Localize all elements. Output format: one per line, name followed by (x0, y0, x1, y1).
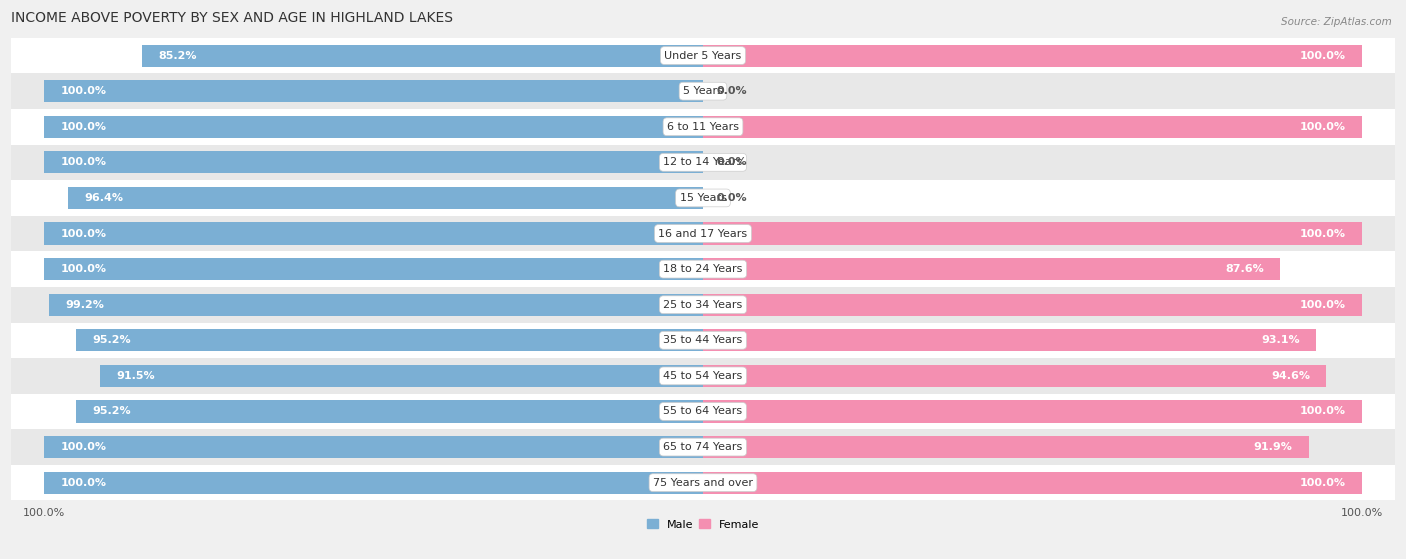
Bar (11, 358, 1395, 394)
Text: 12 to 14 Years: 12 to 14 Years (664, 157, 742, 167)
Bar (11, 145, 1395, 180)
Text: 75 Years and over: 75 Years and over (652, 477, 754, 487)
Text: 6 to 11 Years: 6 to 11 Years (666, 122, 740, 132)
Text: 100.0%: 100.0% (1299, 300, 1346, 310)
Text: 100.0%: 100.0% (1299, 122, 1346, 132)
Bar (11, 394, 1395, 429)
Text: 87.6%: 87.6% (1225, 264, 1264, 274)
Text: 100.0%: 100.0% (1299, 477, 1346, 487)
Text: 95.2%: 95.2% (93, 335, 131, 345)
Bar (703, 472, 1362, 494)
Text: 94.6%: 94.6% (1271, 371, 1310, 381)
Bar (703, 293, 1362, 316)
Bar (703, 436, 1309, 458)
Bar (11, 73, 1395, 109)
Bar (703, 400, 1362, 423)
Text: 0.0%: 0.0% (716, 193, 747, 203)
Text: 100.0%: 100.0% (1299, 50, 1346, 60)
Text: 100.0%: 100.0% (1299, 229, 1346, 239)
Text: 100.0%: 100.0% (1299, 406, 1346, 416)
Text: 35 to 44 Years: 35 to 44 Years (664, 335, 742, 345)
Bar (703, 116, 1362, 138)
Bar (11, 216, 1395, 252)
Text: 100.0%: 100.0% (60, 264, 107, 274)
Text: 91.5%: 91.5% (117, 371, 155, 381)
Text: 65 to 74 Years: 65 to 74 Years (664, 442, 742, 452)
Bar (44, 222, 703, 244)
Text: 100.0%: 100.0% (60, 86, 107, 96)
Bar (11, 109, 1395, 145)
Bar (44, 472, 703, 494)
Text: INCOME ABOVE POVERTY BY SEX AND AGE IN HIGHLAND LAKES: INCOME ABOVE POVERTY BY SEX AND AGE IN H… (11, 11, 453, 25)
Bar (11, 323, 1395, 358)
Text: 100.0%: 100.0% (60, 122, 107, 132)
Text: 100.0%: 100.0% (60, 442, 107, 452)
Bar (142, 45, 703, 67)
Text: 93.1%: 93.1% (1261, 335, 1301, 345)
Bar (11, 429, 1395, 465)
Text: 100.0%: 100.0% (60, 477, 107, 487)
Bar (44, 151, 703, 173)
Text: 91.9%: 91.9% (1253, 442, 1292, 452)
Bar (100, 365, 703, 387)
Bar (703, 222, 1362, 244)
Text: 0.0%: 0.0% (716, 157, 747, 167)
Bar (11, 465, 1395, 500)
Text: Under 5 Years: Under 5 Years (665, 50, 741, 60)
Text: 0.0%: 0.0% (716, 86, 747, 96)
Text: 15 Years: 15 Years (679, 193, 727, 203)
Text: 55 to 64 Years: 55 to 64 Years (664, 406, 742, 416)
Bar (11, 38, 1395, 73)
Text: 85.2%: 85.2% (157, 50, 197, 60)
Bar (703, 365, 1326, 387)
Bar (44, 80, 703, 102)
Text: 16 and 17 Years: 16 and 17 Years (658, 229, 748, 239)
Text: 100.0%: 100.0% (60, 229, 107, 239)
Text: 95.2%: 95.2% (93, 406, 131, 416)
Bar (703, 45, 1362, 67)
Text: 96.4%: 96.4% (84, 193, 124, 203)
Bar (49, 293, 703, 316)
Bar (11, 252, 1395, 287)
Bar (11, 180, 1395, 216)
Bar (44, 116, 703, 138)
Bar (11, 287, 1395, 323)
Text: Source: ZipAtlas.com: Source: ZipAtlas.com (1281, 17, 1392, 27)
Bar (44, 258, 703, 280)
Bar (44, 436, 703, 458)
Bar (76, 400, 703, 423)
Bar (703, 258, 1281, 280)
Text: 45 to 54 Years: 45 to 54 Years (664, 371, 742, 381)
Text: 25 to 34 Years: 25 to 34 Years (664, 300, 742, 310)
Text: 99.2%: 99.2% (66, 300, 104, 310)
Bar (67, 187, 703, 209)
Bar (703, 329, 1316, 352)
Legend: Male, Female: Male, Female (643, 515, 763, 534)
Bar (76, 329, 703, 352)
Text: 100.0%: 100.0% (60, 157, 107, 167)
Text: 18 to 24 Years: 18 to 24 Years (664, 264, 742, 274)
Text: 5 Years: 5 Years (683, 86, 723, 96)
